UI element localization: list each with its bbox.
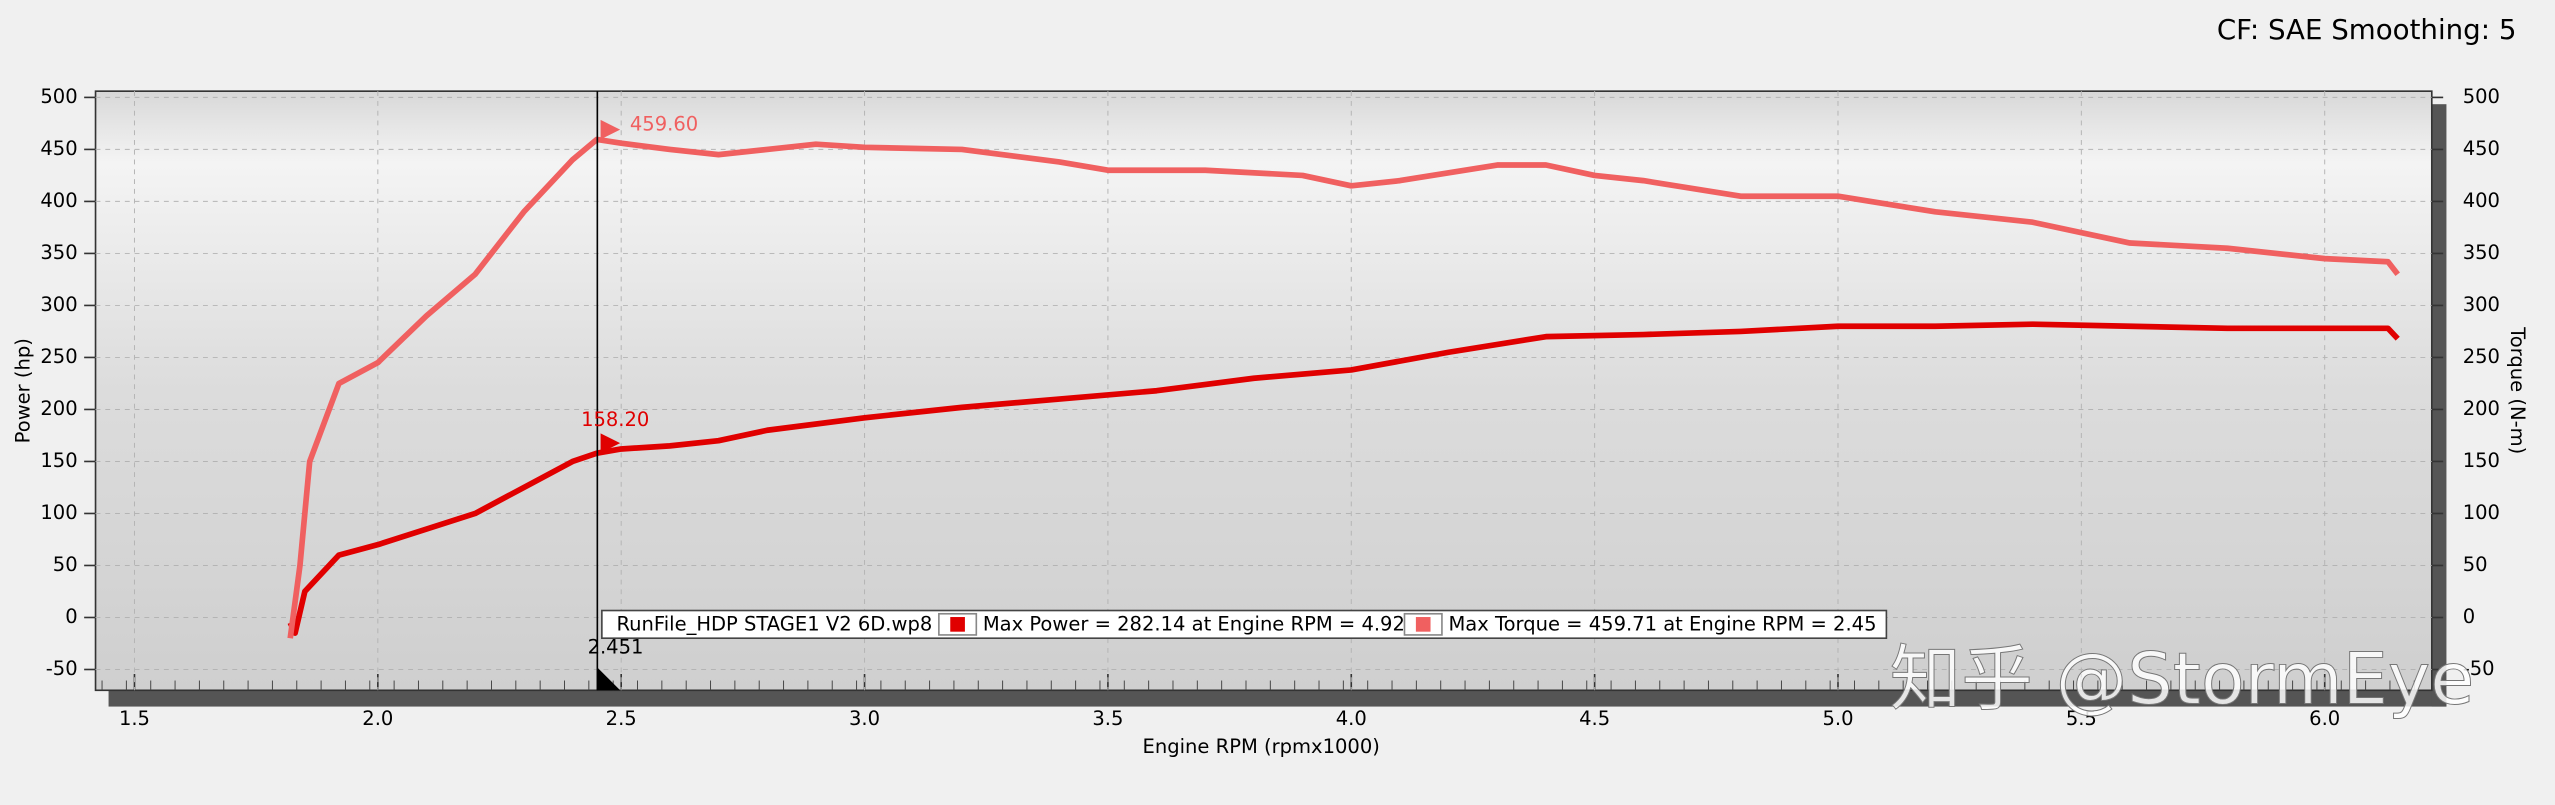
- plot: -50 0 50 100 150 200 250 300 350 400 450 500 -50 0 50 1…: [40, 85, 2500, 730]
- y2-axis-label: Torque (N-m): [2506, 326, 2529, 454]
- x-tick-label: 5.0: [1822, 707, 1853, 730]
- header: CF: SAE Smoothing: 5: [2217, 13, 2517, 46]
- x-tick-label: 3.0: [849, 707, 880, 730]
- x-tick-label: 6.0: [2309, 707, 2340, 730]
- y-tick-label: 500: [40, 85, 77, 108]
- axis-shadow: [2431, 104, 2447, 707]
- y-tick-label: 400: [40, 189, 77, 212]
- cursor-value-label: 158.20: [581, 408, 649, 431]
- y2-tick-label: 200: [2463, 397, 2500, 420]
- y-tick-label: 50: [53, 553, 78, 576]
- y2-tick-label: 300: [2463, 293, 2500, 316]
- x-tick-label: 5.5: [2066, 707, 2097, 730]
- series-line: [287, 136, 2400, 639]
- cursor-value-label: 459.60: [630, 112, 698, 135]
- series-line: [287, 321, 2400, 636]
- cursor-point: [600, 119, 621, 140]
- x-axis-label: Engine RPM (rpmx1000): [1143, 735, 1380, 758]
- legend-label: Max Torque = 459.71 at Engine RPM = 2.45: [1448, 613, 1876, 636]
- cursor-point: [600, 433, 621, 453]
- legend-swatch: [950, 617, 965, 632]
- x-tick-label: 3.5: [1092, 707, 1123, 730]
- plot-area: [94, 90, 2433, 692]
- y-tick-label: 350: [40, 241, 77, 264]
- y-tick-label: 250: [40, 345, 77, 368]
- x-tick-label: 2.0: [362, 707, 393, 730]
- axis-shadow: [108, 690, 2447, 707]
- y-tick-label: 300: [40, 293, 77, 316]
- legend-swatch: [1415, 617, 1431, 632]
- x-tick-label: 1.5: [119, 707, 150, 730]
- y-tick-label: -50: [46, 657, 78, 680]
- y-tick-label: 150: [40, 449, 77, 472]
- y2-tick-label: 400: [2463, 189, 2500, 212]
- y2-tick-label: 250: [2463, 345, 2500, 368]
- y-tick-label: 200: [40, 397, 77, 420]
- y2-tick-label: 500: [2463, 85, 2500, 108]
- y-tick-label: 100: [40, 501, 77, 524]
- watermark: 知乎 @StormEye: [1890, 637, 2475, 720]
- y2-tick-label: 450: [2463, 137, 2500, 160]
- y2-tick-label: 100: [2463, 501, 2500, 524]
- x-tick-label: 4.0: [1336, 707, 1367, 730]
- legend-label: Max Power = 282.14 at Engine RPM = 4.92: [983, 613, 1405, 636]
- y2-tick-label: 350: [2463, 241, 2500, 264]
- y2-tick-label: 50: [2463, 553, 2488, 576]
- x-tick-label: 4.5: [1579, 707, 1610, 730]
- y2-tick-label: 150: [2463, 449, 2500, 472]
- y-tick-label: 0: [65, 605, 77, 628]
- x-tick-label: 2.5: [606, 707, 637, 730]
- cursor-label: 2.451: [588, 635, 644, 658]
- y2-tick-label: -50: [2463, 657, 2495, 680]
- legend-title: RunFile_HDP STAGE1 V2 6D.wp8: [617, 613, 933, 636]
- y-tick-label: 450: [40, 137, 77, 160]
- y2-tick-label: 0: [2463, 605, 2475, 628]
- legend: [601, 609, 1888, 640]
- y-axis-label: Power (hp): [11, 338, 34, 443]
